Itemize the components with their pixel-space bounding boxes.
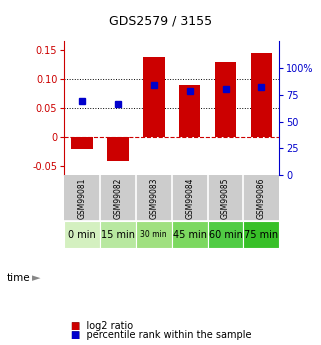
Text: time: time: [6, 273, 30, 283]
Text: 30 min: 30 min: [141, 230, 167, 239]
Text: GDS2579 / 3155: GDS2579 / 3155: [109, 14, 212, 28]
Bar: [107, 137, 129, 161]
Bar: [136, 221, 172, 248]
Bar: [179, 85, 200, 137]
Text: 75 min: 75 min: [244, 230, 278, 240]
Text: 60 min: 60 min: [209, 230, 242, 240]
Text: 0 min: 0 min: [68, 230, 96, 240]
Bar: [64, 221, 100, 248]
Text: ■  percentile rank within the sample: ■ percentile rank within the sample: [71, 330, 251, 339]
Text: GSM99084: GSM99084: [185, 177, 194, 219]
Bar: [100, 221, 136, 248]
Text: 15 min: 15 min: [101, 230, 135, 240]
Text: GSM99082: GSM99082: [113, 178, 123, 219]
Text: GSM99081: GSM99081: [78, 178, 87, 219]
Text: ■: ■: [71, 321, 80, 331]
Bar: [143, 57, 165, 137]
Bar: [215, 62, 236, 137]
Bar: [243, 221, 279, 248]
Text: 45 min: 45 min: [173, 230, 207, 240]
Bar: [71, 137, 93, 149]
Text: GSM99083: GSM99083: [149, 177, 158, 219]
Text: ■: ■: [71, 330, 80, 339]
Text: GSM99086: GSM99086: [257, 177, 266, 219]
Bar: [251, 53, 272, 137]
Text: GSM99085: GSM99085: [221, 177, 230, 219]
Bar: [208, 221, 243, 248]
Text: ■  log2 ratio: ■ log2 ratio: [71, 321, 133, 331]
Text: ►: ►: [32, 273, 40, 283]
Bar: [172, 221, 208, 248]
